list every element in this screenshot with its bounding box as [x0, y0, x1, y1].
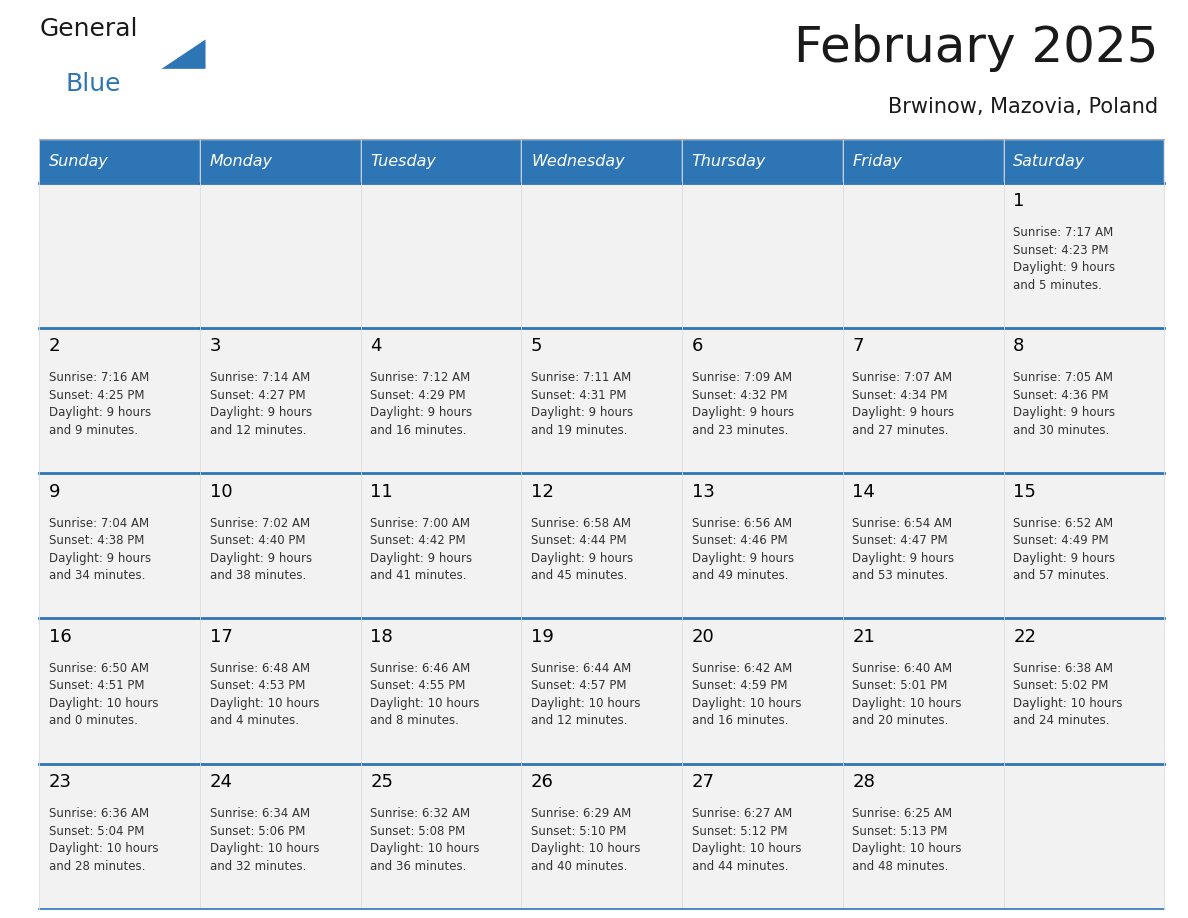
Text: Friday: Friday	[853, 153, 902, 169]
Text: 19: 19	[531, 628, 554, 645]
Text: 2: 2	[49, 337, 61, 355]
Text: 17: 17	[209, 628, 233, 645]
Text: Tuesday: Tuesday	[371, 153, 436, 169]
Text: Sunrise: 6:34 AM
Sunset: 5:06 PM
Daylight: 10 hours
and 32 minutes.: Sunrise: 6:34 AM Sunset: 5:06 PM Dayligh…	[209, 807, 320, 873]
Text: 3: 3	[209, 337, 221, 355]
Text: Sunrise: 6:25 AM
Sunset: 5:13 PM
Daylight: 10 hours
and 48 minutes.: Sunrise: 6:25 AM Sunset: 5:13 PM Dayligh…	[853, 807, 962, 873]
Text: February 2025: February 2025	[794, 24, 1158, 72]
Text: General: General	[39, 17, 138, 41]
Text: Sunrise: 7:04 AM
Sunset: 4:38 PM
Daylight: 9 hours
and 34 minutes.: Sunrise: 7:04 AM Sunset: 4:38 PM Dayligh…	[49, 517, 151, 582]
Text: Sunrise: 6:58 AM
Sunset: 4:44 PM
Daylight: 9 hours
and 45 minutes.: Sunrise: 6:58 AM Sunset: 4:44 PM Dayligh…	[531, 517, 633, 582]
Text: Sunrise: 6:56 AM
Sunset: 4:46 PM
Daylight: 9 hours
and 49 minutes.: Sunrise: 6:56 AM Sunset: 4:46 PM Dayligh…	[691, 517, 794, 582]
Text: 16: 16	[49, 628, 71, 645]
Text: Sunrise: 7:12 AM
Sunset: 4:29 PM
Daylight: 9 hours
and 16 minutes.: Sunrise: 7:12 AM Sunset: 4:29 PM Dayligh…	[371, 372, 473, 437]
Text: Sunrise: 6:42 AM
Sunset: 4:59 PM
Daylight: 10 hours
and 16 minutes.: Sunrise: 6:42 AM Sunset: 4:59 PM Dayligh…	[691, 662, 801, 727]
Text: Thursday: Thursday	[691, 153, 766, 169]
Text: Sunday: Sunday	[49, 153, 108, 169]
Text: Wednesday: Wednesday	[531, 153, 625, 169]
Text: Sunrise: 7:17 AM
Sunset: 4:23 PM
Daylight: 9 hours
and 5 minutes.: Sunrise: 7:17 AM Sunset: 4:23 PM Dayligh…	[1013, 226, 1116, 292]
Text: Sunrise: 6:46 AM
Sunset: 4:55 PM
Daylight: 10 hours
and 8 minutes.: Sunrise: 6:46 AM Sunset: 4:55 PM Dayligh…	[371, 662, 480, 727]
Text: 7: 7	[853, 337, 864, 355]
Text: 22: 22	[1013, 628, 1036, 645]
Text: 12: 12	[531, 483, 554, 500]
Text: 10: 10	[209, 483, 232, 500]
Text: Sunrise: 7:07 AM
Sunset: 4:34 PM
Daylight: 9 hours
and 27 minutes.: Sunrise: 7:07 AM Sunset: 4:34 PM Dayligh…	[853, 372, 955, 437]
Text: 28: 28	[853, 773, 876, 791]
Text: 21: 21	[853, 628, 876, 645]
Text: Sunrise: 7:14 AM
Sunset: 4:27 PM
Daylight: 9 hours
and 12 minutes.: Sunrise: 7:14 AM Sunset: 4:27 PM Dayligh…	[209, 372, 311, 437]
Text: Sunrise: 6:38 AM
Sunset: 5:02 PM
Daylight: 10 hours
and 24 minutes.: Sunrise: 6:38 AM Sunset: 5:02 PM Dayligh…	[1013, 662, 1123, 727]
Text: 5: 5	[531, 337, 543, 355]
Text: Sunrise: 6:40 AM
Sunset: 5:01 PM
Daylight: 10 hours
and 20 minutes.: Sunrise: 6:40 AM Sunset: 5:01 PM Dayligh…	[853, 662, 962, 727]
Text: Sunrise: 6:48 AM
Sunset: 4:53 PM
Daylight: 10 hours
and 4 minutes.: Sunrise: 6:48 AM Sunset: 4:53 PM Dayligh…	[209, 662, 320, 727]
Text: Blue: Blue	[65, 72, 121, 95]
Text: Sunrise: 7:16 AM
Sunset: 4:25 PM
Daylight: 9 hours
and 9 minutes.: Sunrise: 7:16 AM Sunset: 4:25 PM Dayligh…	[49, 372, 151, 437]
Text: Monday: Monday	[209, 153, 272, 169]
Text: Sunrise: 6:27 AM
Sunset: 5:12 PM
Daylight: 10 hours
and 44 minutes.: Sunrise: 6:27 AM Sunset: 5:12 PM Dayligh…	[691, 807, 801, 873]
Text: 20: 20	[691, 628, 714, 645]
Text: 11: 11	[371, 483, 393, 500]
Text: Sunrise: 6:50 AM
Sunset: 4:51 PM
Daylight: 10 hours
and 0 minutes.: Sunrise: 6:50 AM Sunset: 4:51 PM Dayligh…	[49, 662, 158, 727]
Text: 27: 27	[691, 773, 715, 791]
Text: 24: 24	[209, 773, 233, 791]
Text: Sunrise: 7:11 AM
Sunset: 4:31 PM
Daylight: 9 hours
and 19 minutes.: Sunrise: 7:11 AM Sunset: 4:31 PM Dayligh…	[531, 372, 633, 437]
Text: Saturday: Saturday	[1013, 153, 1086, 169]
Text: 9: 9	[49, 483, 61, 500]
Text: 25: 25	[371, 773, 393, 791]
Text: 15: 15	[1013, 483, 1036, 500]
Text: Sunrise: 6:54 AM
Sunset: 4:47 PM
Daylight: 9 hours
and 53 minutes.: Sunrise: 6:54 AM Sunset: 4:47 PM Dayligh…	[853, 517, 955, 582]
Text: Sunrise: 7:02 AM
Sunset: 4:40 PM
Daylight: 9 hours
and 38 minutes.: Sunrise: 7:02 AM Sunset: 4:40 PM Dayligh…	[209, 517, 311, 582]
Text: Sunrise: 7:09 AM
Sunset: 4:32 PM
Daylight: 9 hours
and 23 minutes.: Sunrise: 7:09 AM Sunset: 4:32 PM Dayligh…	[691, 372, 794, 437]
Text: Sunrise: 6:52 AM
Sunset: 4:49 PM
Daylight: 9 hours
and 57 minutes.: Sunrise: 6:52 AM Sunset: 4:49 PM Dayligh…	[1013, 517, 1116, 582]
Text: 14: 14	[853, 483, 876, 500]
Text: Sunrise: 6:44 AM
Sunset: 4:57 PM
Daylight: 10 hours
and 12 minutes.: Sunrise: 6:44 AM Sunset: 4:57 PM Dayligh…	[531, 662, 640, 727]
Text: 1: 1	[1013, 192, 1024, 210]
Text: Sunrise: 6:32 AM
Sunset: 5:08 PM
Daylight: 10 hours
and 36 minutes.: Sunrise: 6:32 AM Sunset: 5:08 PM Dayligh…	[371, 807, 480, 873]
Text: Sunrise: 7:00 AM
Sunset: 4:42 PM
Daylight: 9 hours
and 41 minutes.: Sunrise: 7:00 AM Sunset: 4:42 PM Dayligh…	[371, 517, 473, 582]
Text: 4: 4	[371, 337, 381, 355]
Text: 18: 18	[371, 628, 393, 645]
Text: Sunrise: 7:05 AM
Sunset: 4:36 PM
Daylight: 9 hours
and 30 minutes.: Sunrise: 7:05 AM Sunset: 4:36 PM Dayligh…	[1013, 372, 1116, 437]
Text: 6: 6	[691, 337, 703, 355]
Text: Brwinow, Mazovia, Poland: Brwinow, Mazovia, Poland	[889, 97, 1158, 118]
Text: Sunrise: 6:36 AM
Sunset: 5:04 PM
Daylight: 10 hours
and 28 minutes.: Sunrise: 6:36 AM Sunset: 5:04 PM Dayligh…	[49, 807, 158, 873]
Polygon shape	[162, 39, 206, 69]
Text: 8: 8	[1013, 337, 1024, 355]
Text: 13: 13	[691, 483, 715, 500]
Text: Sunrise: 6:29 AM
Sunset: 5:10 PM
Daylight: 10 hours
and 40 minutes.: Sunrise: 6:29 AM Sunset: 5:10 PM Dayligh…	[531, 807, 640, 873]
Text: 26: 26	[531, 773, 554, 791]
Text: 23: 23	[49, 773, 71, 791]
